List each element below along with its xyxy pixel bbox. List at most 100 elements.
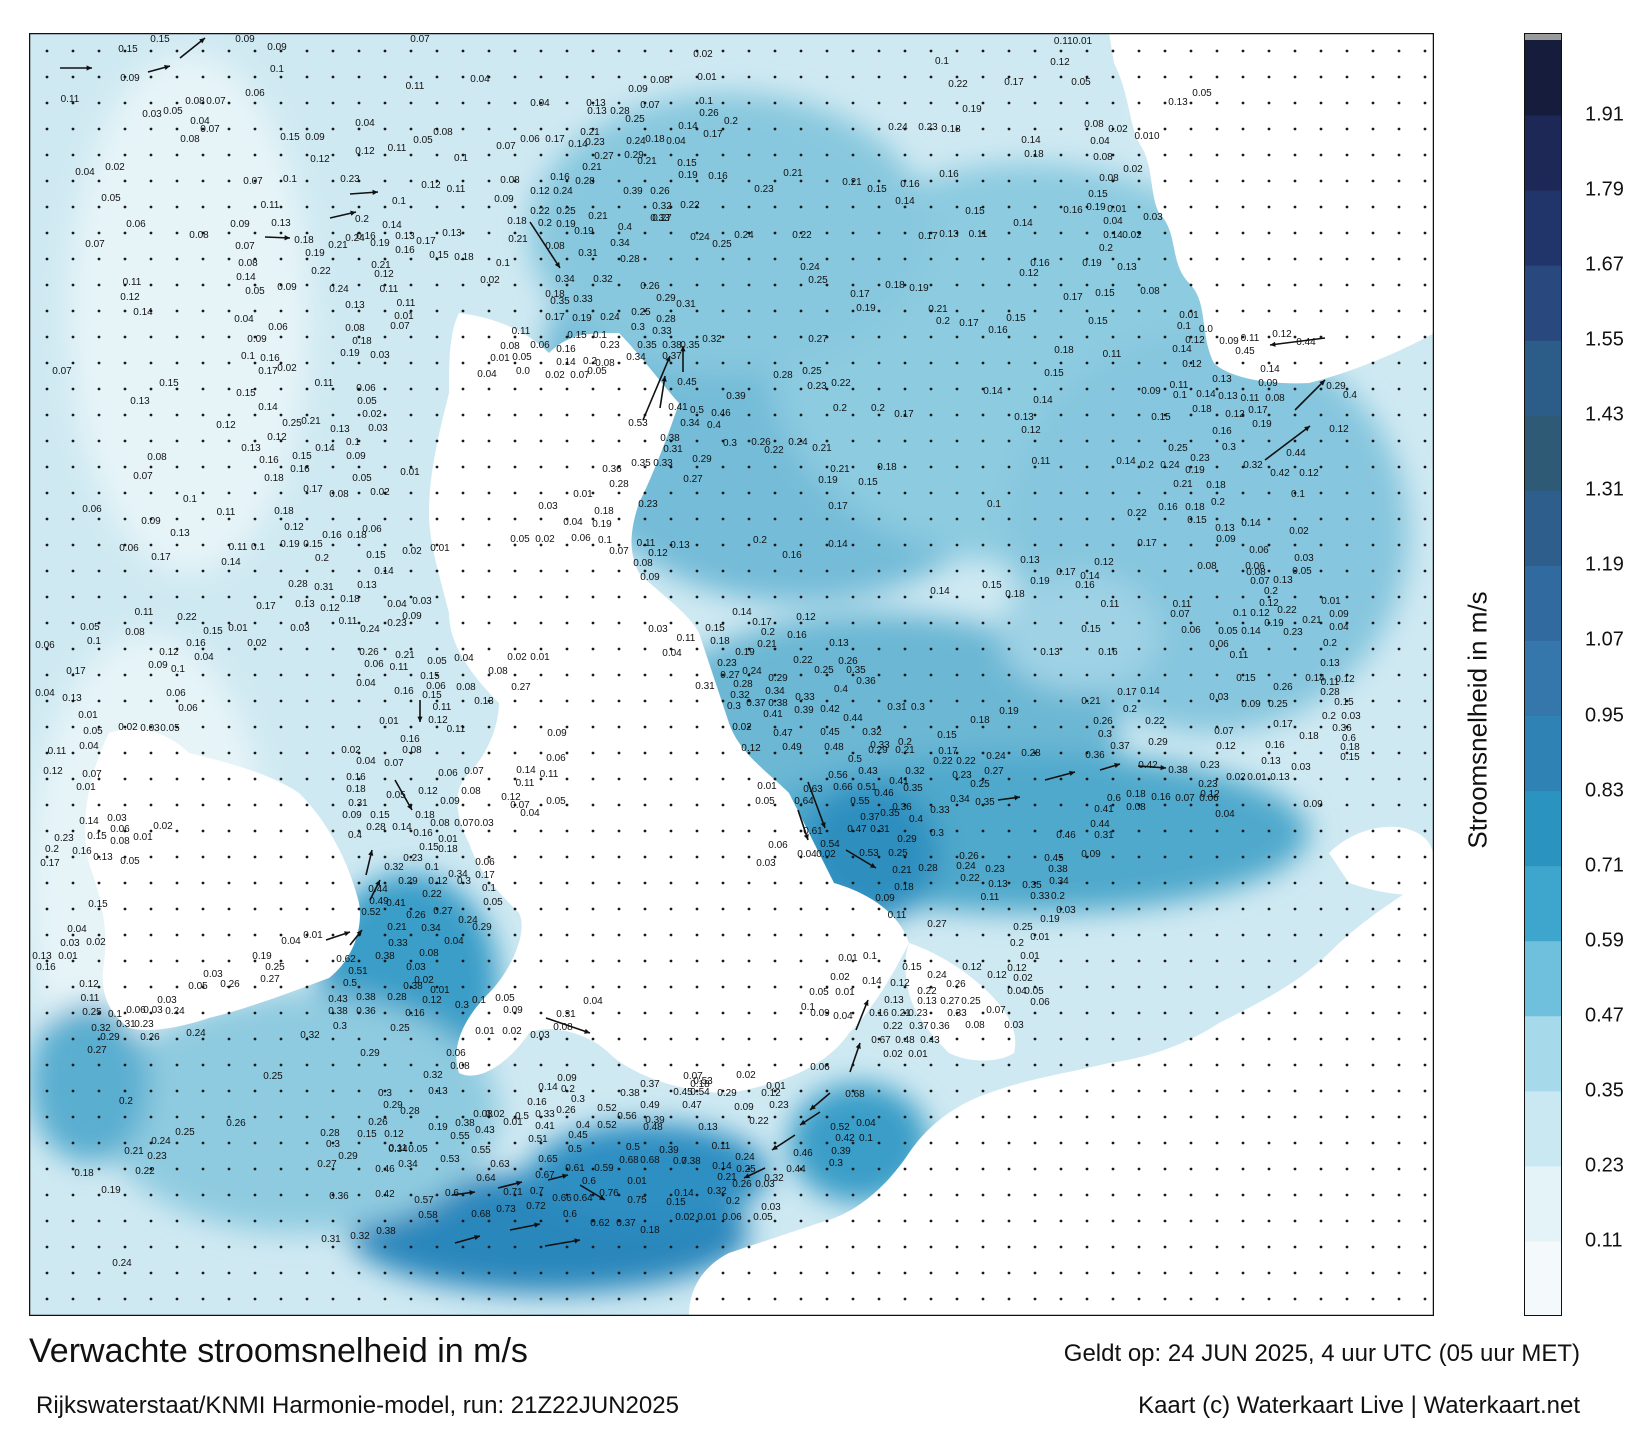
grid-dot: [851, 595, 855, 599]
grid-dot: [773, 517, 777, 521]
grid-dot: [617, 881, 621, 885]
grid-dot: [123, 1193, 127, 1197]
grid-dot: [955, 777, 959, 781]
colorbar-band: [1524, 40, 1562, 116]
grid-dot: [643, 777, 647, 781]
grid-dot: [383, 569, 387, 573]
grid-dot: [1033, 777, 1037, 781]
grid-dot: [149, 933, 153, 937]
grid-dot: [1215, 595, 1219, 599]
grid-dot: [1267, 1193, 1271, 1197]
grid-dot: [617, 1167, 621, 1171]
speed-label: 0.67: [535, 1170, 555, 1181]
speed-label: 0.14: [678, 121, 698, 132]
grid-dot: [357, 75, 361, 79]
grid-dot: [1293, 179, 1297, 183]
grid-dot: [851, 257, 855, 261]
grid-dot: [305, 1011, 309, 1015]
grid-dot: [383, 1089, 387, 1093]
grid-dot: [357, 1219, 361, 1223]
grid-dot: [695, 309, 699, 313]
colorbar-tick-label: 0.59: [1585, 929, 1624, 952]
grid-dot: [825, 985, 829, 989]
grid-dot: [1007, 725, 1011, 729]
grid-dot: [435, 309, 439, 313]
grid-dot: [279, 803, 283, 807]
grid-dot: [227, 933, 231, 937]
speed-label: 0.61: [803, 826, 823, 837]
grid-dot: [1293, 1167, 1297, 1171]
grid-dot: [643, 1011, 647, 1015]
grid-dot: [1189, 361, 1193, 365]
speed-label: 0.02: [480, 275, 500, 286]
grid-dot: [539, 881, 543, 885]
grid-dot: [227, 335, 231, 339]
grid-dot: [695, 205, 699, 209]
grid-dot: [435, 829, 439, 833]
grid-dot: [539, 803, 543, 807]
grid-dot: [591, 803, 595, 807]
speed-label: 0.07: [510, 800, 530, 811]
grid-dot: [201, 1115, 205, 1119]
grid-dot: [435, 777, 439, 781]
grid-dot: [695, 647, 699, 651]
grid-dot: [669, 647, 673, 651]
grid-dot: [279, 361, 283, 365]
speed-label: 0.13: [330, 424, 350, 435]
grid-dot: [71, 621, 75, 625]
grid-dot: [1293, 751, 1297, 755]
grid-dot: [877, 907, 881, 911]
grid-dot: [279, 1297, 283, 1301]
grid-dot: [1033, 127, 1037, 131]
grid-dot: [1397, 543, 1401, 547]
speed-label: 0.19: [340, 348, 360, 359]
grid-dot: [227, 517, 231, 521]
grid-dot: [903, 855, 907, 859]
grid-dot: [643, 335, 647, 339]
speed-label: 0.02: [816, 849, 836, 860]
grid-dot: [747, 1297, 751, 1301]
grid-dot: [1345, 725, 1349, 729]
grid-dot: [955, 985, 959, 989]
speed-label: 0.11: [1230, 650, 1249, 661]
grid-dot: [1007, 1167, 1011, 1171]
speed-label: 0.22: [135, 1166, 155, 1177]
grid-dot: [1215, 387, 1219, 391]
grid-dot: [1267, 1167, 1271, 1171]
grid-dot: [435, 1063, 439, 1067]
grid-dot: [539, 1167, 543, 1171]
grid-dot: [513, 985, 517, 989]
grid-dot: [1111, 387, 1115, 391]
grid-dot: [253, 1037, 257, 1041]
grid-dot: [435, 257, 439, 261]
grid-dot: [305, 1141, 309, 1145]
grid-dot: [1319, 283, 1323, 287]
grid-dot: [331, 569, 335, 573]
grid-dot: [539, 829, 543, 833]
speed-label: 0.06: [1181, 625, 1201, 636]
grid-dot: [981, 75, 985, 79]
speed-label: 0.25: [961, 996, 981, 1007]
grid-dot: [1033, 699, 1037, 703]
grid-dot: [1163, 205, 1167, 209]
grid-dot: [539, 751, 543, 755]
speed-label: 0.04: [194, 652, 214, 663]
grid-dot: [825, 621, 829, 625]
grid-dot: [1059, 1167, 1063, 1171]
grid-dot: [409, 75, 413, 79]
speed-label: 0.09: [557, 1073, 577, 1084]
speed-label: 0.21: [757, 639, 777, 650]
grid-dot: [1267, 517, 1271, 521]
grid-dot: [1215, 647, 1219, 651]
speed-label: 0.08: [553, 1022, 573, 1033]
grid-dot: [279, 205, 283, 209]
grid-dot: [253, 1271, 257, 1275]
grid-dot: [513, 309, 517, 313]
grid-dot: [357, 1063, 361, 1067]
grid-dot: [1371, 153, 1375, 157]
grid-dot: [591, 1037, 595, 1041]
grid-dot: [461, 569, 465, 573]
speed-label: 0.04: [234, 314, 254, 325]
grid-dot: [1111, 101, 1115, 105]
grid-dot: [487, 647, 491, 651]
